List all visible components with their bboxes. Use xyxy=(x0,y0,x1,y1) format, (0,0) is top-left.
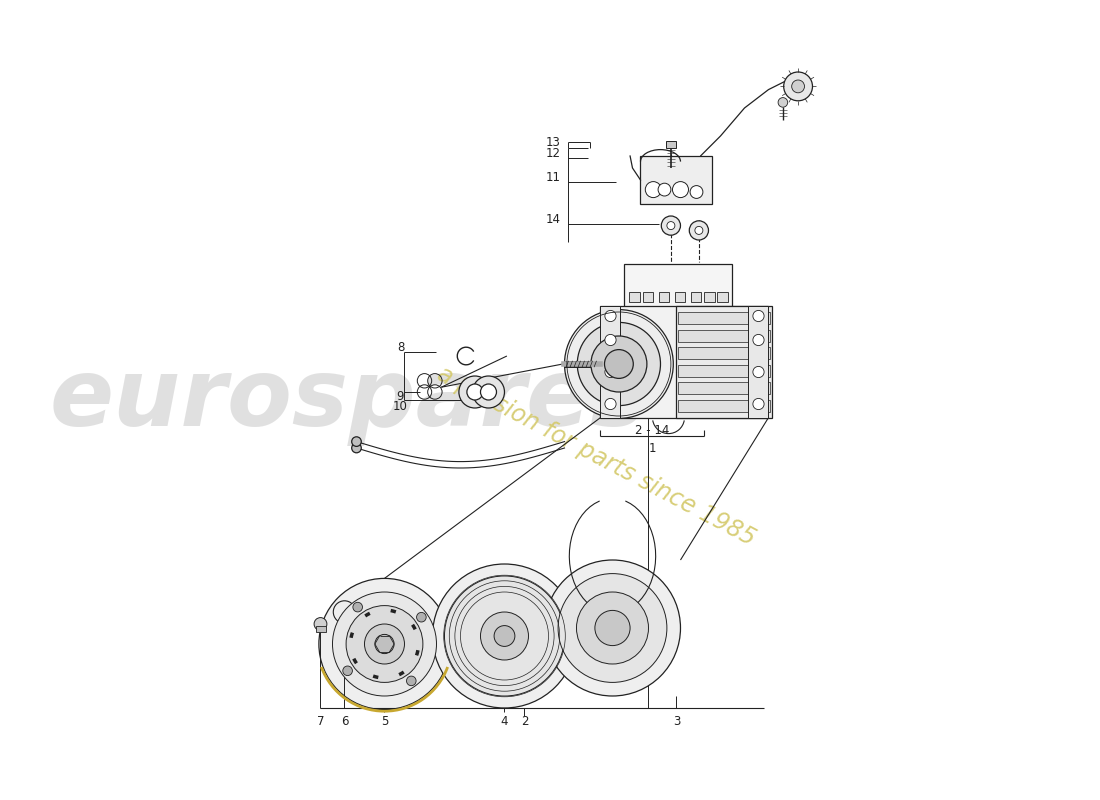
Circle shape xyxy=(605,350,634,378)
Bar xyxy=(717,292,728,302)
Bar xyxy=(678,347,770,359)
Circle shape xyxy=(778,98,788,107)
Bar xyxy=(675,292,685,302)
Circle shape xyxy=(667,222,675,230)
Circle shape xyxy=(752,310,764,322)
Circle shape xyxy=(646,182,661,198)
Bar xyxy=(316,626,326,632)
Bar xyxy=(659,292,669,302)
Circle shape xyxy=(792,80,804,93)
Text: 2: 2 xyxy=(520,715,528,728)
Circle shape xyxy=(752,366,764,378)
Circle shape xyxy=(783,72,813,101)
Text: 8: 8 xyxy=(397,341,404,354)
Circle shape xyxy=(695,226,703,234)
Bar xyxy=(704,292,715,302)
Circle shape xyxy=(343,666,352,676)
Circle shape xyxy=(752,398,764,410)
Text: 14: 14 xyxy=(546,213,561,226)
Text: 6: 6 xyxy=(341,715,349,728)
Text: 1: 1 xyxy=(649,442,657,454)
Text: 9: 9 xyxy=(397,390,404,403)
Circle shape xyxy=(417,612,426,622)
Bar xyxy=(667,141,675,148)
Circle shape xyxy=(481,384,496,400)
Text: 3: 3 xyxy=(673,715,680,728)
Bar xyxy=(678,312,770,324)
Circle shape xyxy=(364,624,405,664)
Bar xyxy=(678,400,770,412)
Text: 4: 4 xyxy=(500,715,508,728)
Circle shape xyxy=(605,334,616,346)
Circle shape xyxy=(605,398,616,410)
Circle shape xyxy=(319,578,450,710)
Text: 5: 5 xyxy=(381,715,388,728)
Circle shape xyxy=(352,443,361,453)
Text: 11: 11 xyxy=(546,171,561,184)
Circle shape xyxy=(544,560,681,696)
Bar xyxy=(748,306,769,418)
Text: 7: 7 xyxy=(317,715,324,728)
Circle shape xyxy=(690,186,703,198)
Circle shape xyxy=(564,310,673,418)
Circle shape xyxy=(661,216,681,235)
Text: 10: 10 xyxy=(393,400,408,413)
Text: eurospares: eurospares xyxy=(50,354,647,446)
Circle shape xyxy=(690,221,708,240)
Circle shape xyxy=(332,592,437,696)
Circle shape xyxy=(432,564,576,708)
Circle shape xyxy=(481,612,528,660)
Circle shape xyxy=(459,376,491,408)
Circle shape xyxy=(407,676,416,686)
Circle shape xyxy=(494,626,515,646)
Bar xyxy=(678,330,770,342)
Bar xyxy=(601,306,769,418)
Circle shape xyxy=(466,384,483,400)
Text: a passion for parts since 1985: a passion for parts since 1985 xyxy=(433,362,760,550)
Text: 2 - 14: 2 - 14 xyxy=(636,424,670,437)
Circle shape xyxy=(353,602,363,612)
Circle shape xyxy=(658,183,671,196)
Text: 13: 13 xyxy=(546,136,561,149)
Bar xyxy=(678,382,770,394)
Text: 12: 12 xyxy=(546,147,561,160)
Circle shape xyxy=(576,592,649,664)
Circle shape xyxy=(352,437,361,446)
Circle shape xyxy=(672,182,689,198)
Bar xyxy=(678,365,770,377)
Bar xyxy=(676,306,772,418)
Circle shape xyxy=(605,310,616,322)
Circle shape xyxy=(752,334,764,346)
Circle shape xyxy=(605,366,616,378)
Bar xyxy=(691,292,702,302)
Bar xyxy=(642,292,653,302)
Bar xyxy=(640,156,713,204)
Bar xyxy=(625,264,733,308)
Circle shape xyxy=(591,336,647,392)
Bar xyxy=(601,306,620,418)
Circle shape xyxy=(578,322,660,406)
Circle shape xyxy=(444,576,564,696)
Circle shape xyxy=(558,574,667,682)
Bar xyxy=(629,292,640,302)
Circle shape xyxy=(595,610,630,646)
Circle shape xyxy=(346,606,422,682)
Circle shape xyxy=(315,618,327,630)
Circle shape xyxy=(375,634,394,654)
Circle shape xyxy=(473,376,505,408)
